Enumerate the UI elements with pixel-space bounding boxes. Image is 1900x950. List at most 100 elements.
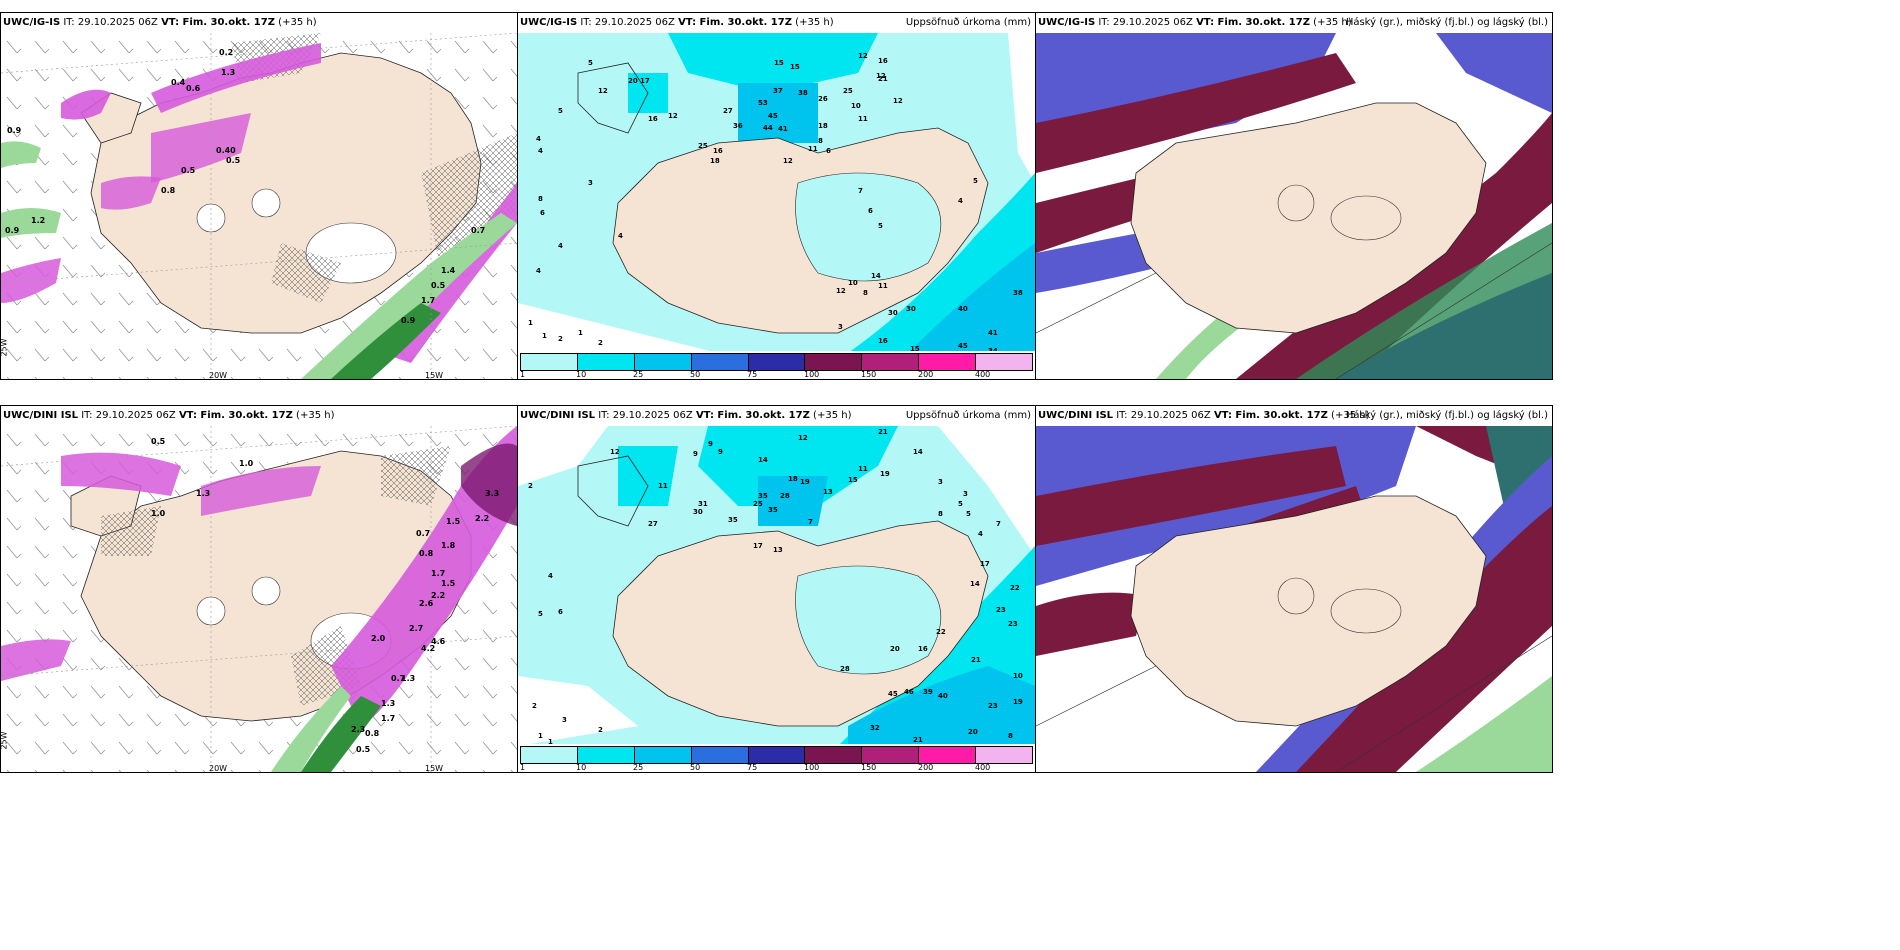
precip-value: 3 [938, 478, 943, 486]
precip-value: 35 [758, 492, 768, 500]
snow-label: 3.3 [485, 489, 499, 498]
map-clouds [1036, 33, 1552, 379]
colorbar-label: 50 [690, 370, 701, 379]
snow-label: 0.5 [431, 281, 446, 290]
colorbar-label: 1 [520, 370, 526, 379]
snow-label: 2.6 [419, 599, 434, 608]
iceland-land [1130, 495, 1487, 727]
precip-value: 26 [818, 95, 828, 103]
snow-label: 1.7 [421, 296, 435, 305]
snow-label: 2.3 [351, 725, 365, 734]
lead-time: (+35 h) [296, 410, 335, 421]
snow-label: 0.8 [365, 729, 380, 738]
precip-value: 3 [588, 179, 593, 187]
precip-value: 21 [878, 75, 888, 83]
precip-value: 3 [562, 716, 567, 724]
precip-value: 12 [783, 157, 793, 165]
precip-value: 15 [774, 59, 784, 67]
map-clouds [1036, 426, 1552, 772]
lon-label-15w: 15W [425, 764, 444, 773]
precip-value: 8 [1008, 732, 1013, 740]
panel-dini-clouds: UWC/DINI ISL IT: 29.10.2025 06Z VT: Fim.… [1035, 405, 1553, 773]
precip-value: 40 [938, 692, 948, 700]
precip-value: 12 [610, 448, 620, 456]
snow-label: 0.5 [226, 156, 241, 165]
snow-label: 1.3 [221, 68, 235, 77]
precip-value: 25 [843, 87, 853, 95]
lon-label-20w: 20W [209, 371, 228, 380]
precip-value: 12 [798, 434, 808, 442]
precip-value: 12 [893, 97, 903, 105]
precip-value: 6 [826, 147, 831, 155]
precip-value: 4 [536, 135, 541, 143]
panel-dini-wind-snow: UWC/DINI ISL IT: 29.10.2025 06Z VT: Fim.… [0, 405, 518, 773]
init-time: IT: 29.10.2025 06Z [1116, 410, 1211, 421]
colorbar-swatch [805, 747, 863, 763]
map-wind-snow: 0.2 0.9 0.4 0.6 1.3 0.5 0.40 0.5 1.2 0.9… [1, 33, 517, 379]
precip-value: 40 [958, 305, 968, 313]
precip-value: 11 [878, 282, 888, 290]
snow-label: 0.4 [171, 78, 186, 87]
init-time: IT: 29.10.2025 06Z [598, 410, 693, 421]
precip-value: 10 [851, 102, 861, 110]
precip-value: 1 [578, 329, 583, 337]
precip-value: 34 [988, 347, 998, 353]
precip-value: 11 [658, 482, 668, 490]
precip-value: 5 [878, 222, 883, 230]
lat-label-25w: 25W [0, 338, 9, 357]
colorbar-label: 400 [975, 763, 991, 772]
init-time: IT: 29.10.2025 06Z [580, 17, 675, 28]
precip-value: 35 [768, 506, 778, 514]
snow-label: 0.6 [186, 84, 201, 93]
precip-value: 5 [958, 500, 963, 508]
precip-value: 16 [918, 645, 928, 653]
panel-ig-precip: UWC/IG-IS IT: 29.10.2025 06Z VT: Fim. 30… [517, 12, 1036, 380]
precip-value: 15 [910, 345, 920, 353]
snow-label: 2.0 [371, 634, 386, 643]
precip-value: 44 [763, 124, 773, 132]
snow-label: 0.40 [216, 146, 236, 155]
colorbar: 1 10 25 50 75 100 150 200 400 [518, 351, 1035, 379]
precip-value: 7 [996, 520, 1001, 528]
precip-value: 6 [540, 209, 545, 217]
snow-label: 1.3 [196, 489, 210, 498]
colorbar-label: 75 [747, 370, 758, 379]
precip-value: 7 [858, 187, 863, 195]
map-wind-snow: 0.5 1.0 1.3 1.0 3.3 1.5 2.2 0.7 0.8 1.8 … [1, 426, 517, 772]
precip-value: 6 [558, 608, 563, 616]
snow-label: 1.2 [31, 216, 45, 225]
colorbar-label: 25 [633, 370, 644, 379]
colorbar-swatch [805, 354, 863, 370]
precip-value: 4 [536, 267, 541, 275]
colorbar-label: 150 [861, 370, 877, 379]
precip-value: 17 [753, 542, 763, 550]
colorbar-swatch [521, 747, 578, 763]
field-name: Háský (gr.), miðský (fj.bl.) og lágský (… [1345, 410, 1548, 421]
precip-value: 2 [558, 335, 563, 343]
field-name: Uppsöfnuð úrkoma (mm) [905, 410, 1031, 421]
colorbar-swatch [862, 354, 920, 370]
snow-label: 0.9 [5, 226, 20, 235]
colorbar-swatch [577, 354, 635, 370]
precip-value: 12 [876, 72, 886, 80]
precip-value: 15 [790, 63, 800, 71]
lat-label-25w: 25W [0, 731, 9, 750]
snow-label: 1.3 [381, 699, 395, 708]
precip-value: 19 [800, 478, 810, 486]
precip-value: 4 [958, 197, 963, 205]
precip-value: 30 [888, 309, 898, 317]
precip-value: 12 [836, 287, 846, 295]
model-name: UWC/DINI ISL [520, 410, 596, 421]
colorbar-label: 100 [804, 763, 820, 772]
lead-time: (+35 h) [795, 17, 834, 28]
model-name: UWC/IG-IS [1038, 17, 1096, 28]
precip-value: 19 [880, 470, 890, 478]
lon-label-15w: 15W [425, 371, 444, 380]
colorbar-swatch [976, 747, 1033, 763]
precip-value: 25 [698, 142, 708, 150]
lead-time: (+35 h) [1331, 410, 1370, 421]
precip-value: 21 [878, 428, 888, 436]
precip-value: 45 [768, 112, 778, 120]
precip-value: 8 [863, 289, 868, 297]
snow-label: 1.0 [151, 509, 166, 518]
